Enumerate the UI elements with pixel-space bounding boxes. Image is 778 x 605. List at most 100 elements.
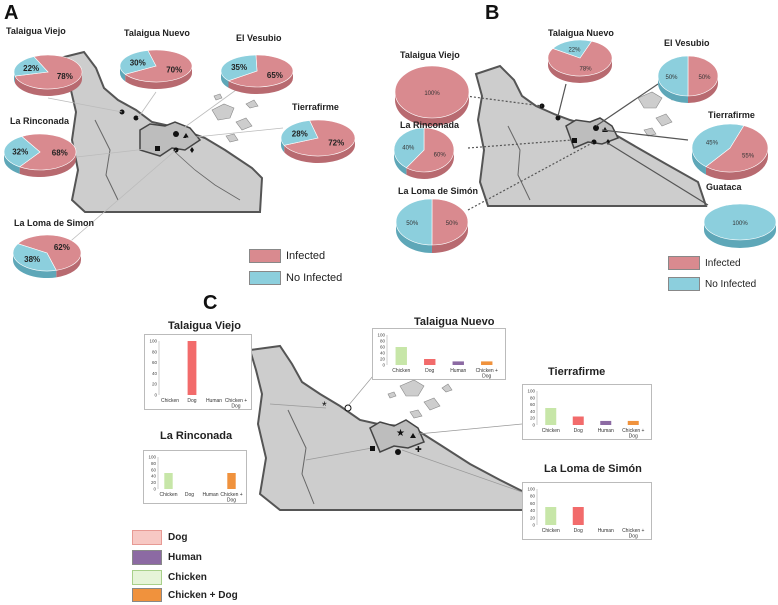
pie-a-la-loma-de-simon-not-infected-side [13, 253, 57, 278]
bar-talaigua-viejo-dog [187, 341, 197, 395]
bar-tierrafirme-human [600, 420, 612, 425]
pie-b-tierrafirme-infected-slice [705, 125, 769, 173]
y-tick-label: 80 [530, 395, 536, 400]
y-tick-label: 0 [382, 363, 385, 368]
y-tick-label: 100 [527, 389, 535, 394]
y-tick-label: 20 [380, 357, 386, 362]
panel-c-letter: C [203, 292, 218, 314]
pie-a-la-rinconada-not-infected-side [4, 152, 20, 174]
pie-b-tierrafirme: 55% 45% Tierrafirme [691, 110, 769, 181]
x-category-label: Chicken [159, 492, 177, 498]
y-tick-label: 20 [152, 382, 158, 387]
y-tick-label: 40 [152, 371, 158, 376]
pie-a-el-vesubio-infected-value-label: 65% [267, 71, 283, 80]
pie-b-la-rinconada-title: La Rinconada [400, 120, 460, 130]
pie-b-la-loma-de-simon-not-infected-side [396, 222, 432, 253]
x-category-label: Human [598, 528, 614, 534]
x-category-label: Human [206, 398, 222, 404]
legend-c-chicken-dog-label: Chicken + Dog [168, 590, 238, 601]
legend-b-not-infected-label: No Infected [705, 279, 757, 290]
pie-a-talaigua-viejo-not-infected-slice [13, 56, 49, 77]
bar-title-tierrafirme: Tierrafirme [548, 366, 606, 378]
pie-a-el-vesubio-infected-side [228, 71, 293, 94]
pie-a-la-rinconada-infected-value-label: 68% [52, 148, 68, 157]
x-category-label: Chicken + [225, 398, 247, 404]
x-category-label: Chicken [542, 528, 560, 534]
pie-b-el-vesubio-infected-slice [687, 55, 719, 97]
legend-c-chicken-swatch [132, 570, 162, 585]
y-tick-label: 20 [530, 416, 536, 421]
pie-a-talaigua-nuevo-infected-slice [124, 49, 193, 83]
x-category-label: Chicken [542, 428, 560, 434]
pie-b-tierrafirme-infected-side [705, 148, 768, 181]
y-tick-label: 20 [530, 515, 536, 520]
legend-c-dog-label: Dog [168, 532, 188, 543]
pie-b-talaigua-viejo-title: Talaigua Viejo [400, 50, 460, 60]
legend-b-not-infected-swatch [668, 277, 700, 291]
bar-title-la-loma-de-simon: La Loma de Simón [544, 463, 642, 475]
pie-b-talaigua-nuevo-not-infected-slice [552, 39, 593, 59]
pie-b-talaigua-nuevo: 78% 22% Talaigua Nuevo [547, 28, 614, 83]
pie-b-el-vesubio-title: El Vesubio [664, 38, 710, 48]
legend-b-infected-label: Infected [705, 258, 741, 269]
panel-a-letter: A [4, 2, 19, 24]
bar-title-la-rinconada: La Rinconada [160, 430, 233, 442]
pie-b-talaigua-nuevo-infected-value-label: 78% [580, 66, 593, 72]
pie-a-la-rinconada-infected-slice [18, 133, 77, 171]
pie-b-la-rinconada-infected-slice [405, 127, 455, 173]
legend-c-chicken-dog-swatch [132, 588, 162, 602]
pie-b-tierrafirme-infected-value-label: 55% [742, 154, 755, 160]
panel-b-map [474, 64, 708, 207]
pie-b-la-loma-de-simon-not-infected-slice [395, 198, 433, 246]
pie-a-la-loma-de-simon: 62% 38% La Loma de Simon [12, 218, 94, 278]
pie-a-la-loma-de-simon-not-infected-slice [12, 243, 57, 272]
pie-b-la-rinconada-infected-value-label: 60% [434, 153, 447, 159]
y-tick-label: 0 [154, 393, 157, 398]
pie-b-la-loma-de-simon-title: La Loma de Simón [398, 186, 478, 196]
pie-a-talaigua-nuevo-title: Talaigua Nuevo [124, 28, 190, 38]
bar-la-rinconada-chicken-dog [227, 473, 236, 489]
x-category-label: Human [450, 368, 466, 374]
x-category-label: Human [202, 492, 218, 498]
y-tick-label: 40 [151, 474, 157, 479]
pie-b-talaigua-viejo-infected-side [395, 92, 469, 126]
x-category-label: Dog [187, 398, 196, 404]
y-tick-label: 40 [530, 508, 536, 513]
y-tick-label: 80 [380, 339, 386, 344]
pie-b-la-loma-de-simon: 50% 50% La Loma de Simón [395, 186, 478, 253]
pie-b-el-vesubio-infected-side [687, 76, 718, 103]
y-tick-label: 20 [151, 480, 157, 485]
pie-a-talaigua-viejo-infected-side [14, 72, 82, 96]
legend-a-not-infected-label: No Infected [286, 272, 343, 284]
pie-a-el-vesubio-not-infected-side [221, 71, 229, 88]
pie-a-tierrafirme-not-infected-value-label: 28% [292, 130, 308, 139]
legend-a-infected-swatch [249, 249, 281, 263]
pie-b-talaigua-nuevo-not-infected-value-label: 22% [568, 48, 581, 54]
y-tick-label: 80 [152, 349, 158, 354]
pie-a-el-vesubio: 65% 35% El Vesubio [220, 33, 294, 94]
bar-chart-talaigua-nuevo: 0 20 40 60 80 100 Chicken Dog Human Chicken + Dog [372, 328, 506, 380]
y-tick-label: 60 [530, 501, 536, 506]
bar-talaigua-nuevo-human [452, 361, 464, 365]
legend-c-chicken-label: Chicken [168, 572, 207, 583]
legend-a-infected-label: Infected [286, 250, 326, 262]
legend-a-not-infected-swatch [249, 271, 281, 285]
pie-a-tierrafirme-title: Tierrafirme [292, 102, 339, 112]
pie-a-la-loma-de-simon-not-infected-value-label: 38% [24, 255, 40, 264]
pie-a-el-vesubio-not-infected-value-label: 35% [231, 63, 247, 72]
pie-b-talaigua-viejo-infected-slice [394, 65, 470, 119]
y-tick-label: 0 [153, 487, 156, 492]
pie-b-el-vesubio: 50% 50% El Vesubio [657, 38, 719, 103]
bar-chart-la-rinconada: 0 20 40 60 80 100 Chicken Dog Human Chicken + Dog [143, 450, 247, 504]
pie-a-talaigua-viejo: 78% 22% Talaigua Viejo [6, 26, 83, 96]
pie-b-tierrafirme-not-infected-slice [691, 123, 745, 167]
x-category-label: Dog [629, 434, 638, 440]
pie-b-guataca-not-infected-slice [703, 203, 777, 241]
panel-b-letter: B [485, 2, 500, 24]
bar-la-loma-de-simon-dog [572, 507, 584, 525]
pie-b-el-vesubio-not-infected-slice [657, 55, 689, 97]
pie-b-guataca: 100% Guataca [703, 182, 777, 248]
